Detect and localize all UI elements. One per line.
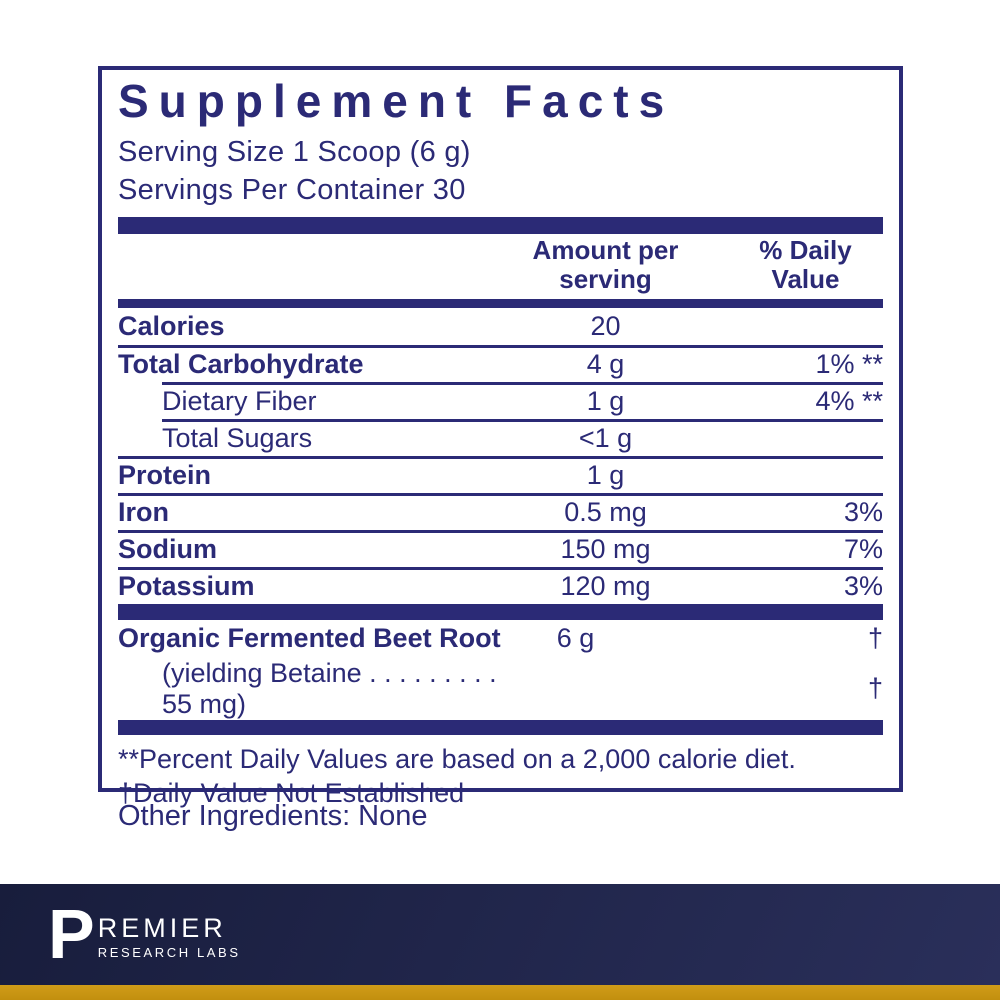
column-header-amount: Amount per serving <box>532 235 679 295</box>
nutrient-name: Dietary Fiber <box>162 386 317 416</box>
nutrient-amount: 120 mg <box>560 571 651 601</box>
nutrient-amount: 150 mg <box>560 534 651 564</box>
logo-name: REMIER <box>97 913 227 943</box>
serving-size: Serving Size 1 Scoop (6 g) <box>118 135 471 168</box>
nutrient-row-total-sugars: Total Sugars <1 g <box>162 418 883 456</box>
nutrient-name: Potassium <box>118 571 255 601</box>
table-header-row: Amount per serving % Daily Value <box>118 234 883 298</box>
supplement-facts-panel: Supplement Facts Serving Size 1 Scoop (6… <box>98 66 903 808</box>
nutrient-name: Sodium <box>118 534 217 564</box>
nutrient-row-total-carbohydrate: Total Carbohydrate 4 g 1% ** <box>118 344 883 382</box>
nutrient-daily-value: 3% <box>843 571 883 601</box>
ingredient-daily-value: † <box>867 623 883 653</box>
nutrient-name: Protein <box>118 460 212 490</box>
nutrient-daily-value: 3% <box>843 497 883 527</box>
logo-subtext: RESEARCH LABS <box>97 945 241 960</box>
column-header-daily-value: % Daily Value <box>759 235 852 295</box>
footer-brand-bar: P REMIER RESEARCH LABS <box>0 884 1000 985</box>
servings-per-container: Servings Per Container 30 <box>118 173 466 206</box>
gold-accent-bar <box>0 985 1000 1000</box>
footnotes: **Percent Daily Values are based on a 2,… <box>118 742 883 811</box>
nutrient-name: Calories <box>118 310 225 341</box>
footnote-percent-daily-values: **Percent Daily Values are based on a 2,… <box>118 743 796 774</box>
logo-initial: P <box>48 895 95 973</box>
nutrient-name: Iron <box>118 497 169 527</box>
panel-title: Supplement Facts <box>118 75 675 127</box>
ingredient-name: (yielding Betaine . . . . . . . . . 55 m… <box>162 657 497 719</box>
nutrient-amount: <1 g <box>578 423 633 453</box>
ingredient-row-yielding-betaine: (yielding Betaine . . . . . . . . . 55 m… <box>118 658 883 720</box>
nutrient-amount: 4 g <box>586 349 625 379</box>
nutrient-row-sodium: Sodium 150 mg 7% <box>118 529 883 567</box>
ingredient-daily-value: † <box>867 673 883 703</box>
ingredient-row-beet-root: Organic Fermented Beet Root 6 g † <box>118 620 883 658</box>
nutrient-amount: 1 g <box>586 386 625 416</box>
nutrient-row-potassium: Potassium 120 mg 3% <box>118 566 883 604</box>
nutrient-name: Total Carbohydrate <box>118 349 364 379</box>
ingredient-amount: 6 g <box>556 623 595 653</box>
nutrient-amount: 20 <box>590 310 621 341</box>
nutrient-daily-value: 4% ** <box>815 386 883 416</box>
footnote-daily-value-not-established: †Daily Value Not Established <box>118 778 465 809</box>
medium-divider <box>118 298 883 308</box>
nutrient-daily-value: 7% <box>843 534 883 564</box>
thick-divider-top <box>118 217 883 235</box>
nutrient-daily-value: 1% ** <box>815 349 883 379</box>
thick-divider-bottom <box>118 719 883 735</box>
nutrient-amount: 1 g <box>586 460 625 490</box>
nutrient-row-calories: Calories 20 <box>118 308 883 345</box>
nutrient-row-protein: Protein 1 g <box>118 455 883 493</box>
logo-text: REMIER RESEARCH LABS <box>98 915 241 966</box>
nutrient-row-dietary-fiber: Dietary Fiber 1 g 4% ** <box>162 381 883 419</box>
nutrient-row-iron: Iron 0.5 mg 3% <box>118 492 883 530</box>
other-ingredients: Other Ingredients: None <box>118 800 428 832</box>
thick-divider-middle <box>118 603 883 620</box>
brand-logo: P REMIER RESEARCH LABS <box>48 895 241 973</box>
ingredient-name: Organic Fermented Beet Root <box>118 623 501 653</box>
nutrient-amount: 0.5 mg <box>564 497 647 527</box>
nutrient-name: Total Sugars <box>162 423 313 453</box>
